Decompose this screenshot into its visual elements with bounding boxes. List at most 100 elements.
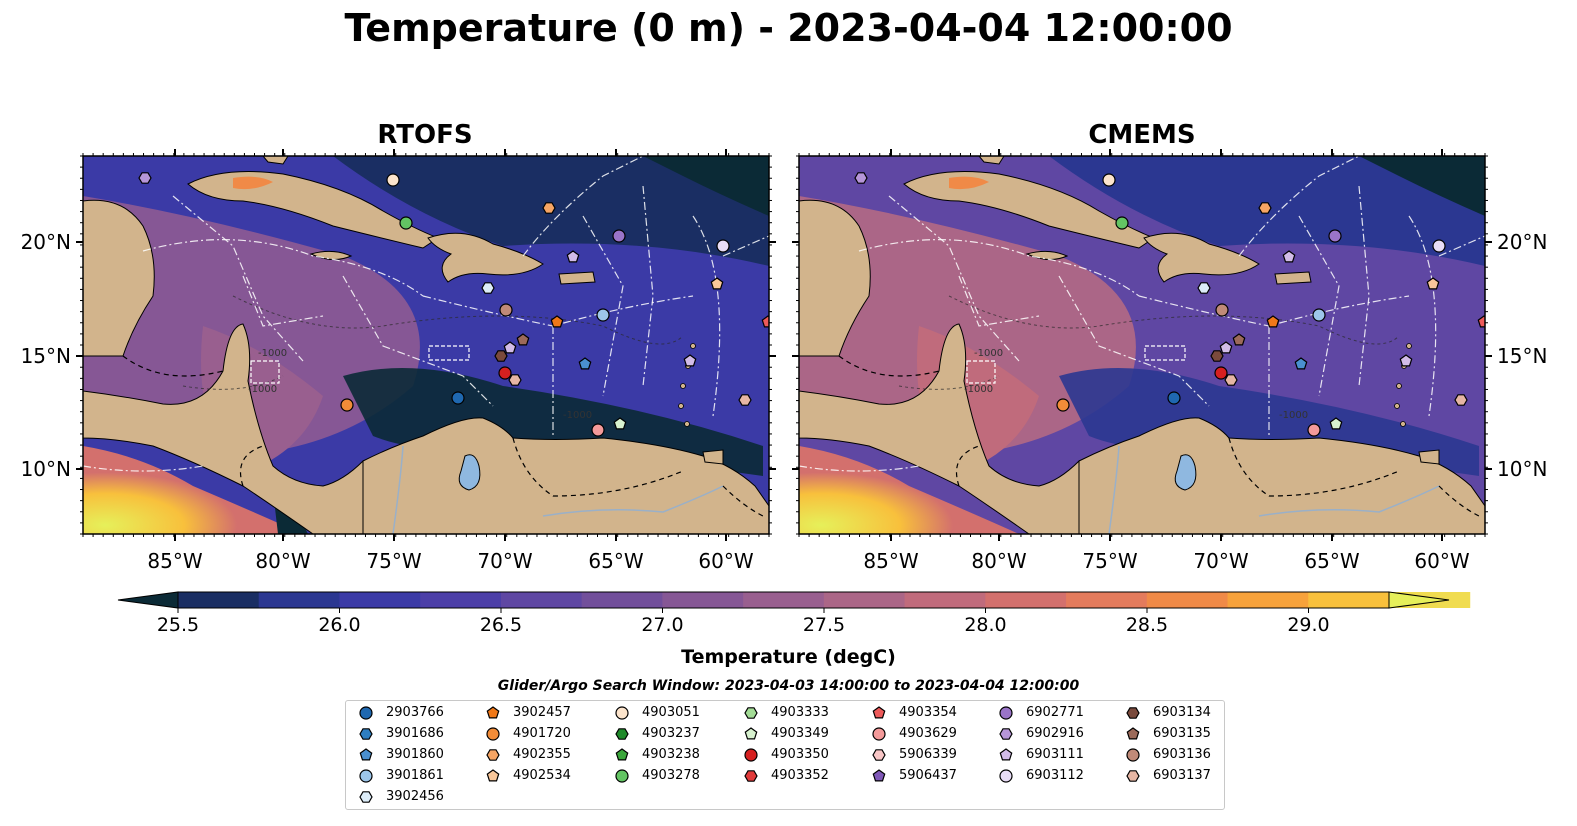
float-marker: [138, 172, 152, 184]
pentagon-marker-icon: [744, 727, 758, 740]
land-lesser-antilles: [680, 383, 686, 389]
land-hispaniola: [1143, 232, 1260, 283]
panel-title-rtofs: RTOFS: [377, 120, 473, 150]
land-lesser-antilles: [678, 403, 684, 409]
colorbar-tick-label: 25.5: [157, 614, 199, 636]
legend-item-label: 6903112: [1026, 768, 1084, 783]
float-marker: [498, 366, 512, 380]
legend-marker: [744, 770, 758, 782]
circle-marker-icon: [615, 706, 629, 720]
lon-tick-label: 60°W: [1414, 549, 1469, 573]
land-lesser-antilles: [684, 421, 690, 427]
bathymetry-contour: [182, 375, 284, 390]
legend-item-label: 4903333: [771, 705, 829, 720]
colorbar-segment: [743, 592, 825, 608]
lake-maracaibo: [1174, 454, 1197, 491]
legend-marker: [1126, 727, 1140, 740]
legend-item-label: 2903766: [386, 705, 444, 720]
legend-item-label: 4903238: [642, 747, 700, 762]
float-marker: [1307, 423, 1321, 437]
float-marker: [516, 333, 530, 346]
land-puerto-rico: [558, 271, 596, 285]
eez-boundary: [142, 239, 424, 297]
legend-marker: [744, 748, 758, 762]
lat-tick-label: 10°N: [1497, 457, 1547, 481]
legend-marker: [486, 706, 500, 719]
legend-marker: [872, 727, 886, 741]
pentagon-marker-icon: [999, 748, 1013, 761]
lat-tick-label: 15°N: [1497, 344, 1547, 368]
land-lesser-antilles: [690, 343, 696, 349]
pacific-warm-water: [83, 446, 303, 534]
legend-item-label: 3901686: [386, 726, 444, 741]
float-marker: [566, 250, 580, 263]
contour-label: -1000: [258, 348, 287, 359]
land-central-america: [83, 323, 384, 534]
eez-boundary: [1298, 215, 1340, 397]
float-marker: [612, 229, 626, 243]
colorbar-segment: [823, 592, 906, 608]
legend-marker: [872, 749, 886, 761]
eez-boundary: [799, 465, 920, 472]
pentagon-marker-icon: [486, 769, 500, 782]
legend-marker: [359, 769, 373, 783]
float-marker: [1232, 333, 1246, 346]
legend-item-label: 4902355: [513, 747, 571, 762]
legend-item-label: 6903135: [1153, 726, 1211, 741]
float-marker: [1454, 394, 1468, 406]
lon-tick-label: 60°W: [698, 549, 753, 573]
float-marker: [761, 315, 769, 328]
eez-box: [428, 345, 470, 361]
eez-boundary: [342, 275, 494, 407]
colorbar-tick-label: 28.5: [1126, 614, 1168, 636]
country-border: [239, 445, 264, 487]
colorbar-segment: [1146, 592, 1229, 608]
land-trinidad: [1418, 449, 1440, 465]
colorbar-segment: [500, 592, 583, 608]
northeast-cold-water: [643, 156, 769, 216]
legend-item-label: 5906339: [899, 747, 957, 762]
colorbar-segment: [985, 592, 1067, 608]
legend-item-label: 3901860: [386, 747, 444, 762]
legend-marker: [615, 706, 629, 720]
cuba-warm-shelf: [233, 176, 273, 190]
lat-tick-label: 15°N: [21, 344, 71, 368]
eez-box: [1144, 345, 1186, 361]
lat-tick-label: 20°N: [21, 230, 71, 254]
legend-marker: [486, 727, 500, 741]
bathymetry-contour: [232, 295, 684, 345]
map-area: -1000 -1000 -1000: [799, 156, 1485, 534]
colorbar-segment: [339, 592, 421, 608]
eez-boundary: [958, 275, 1040, 327]
pentagon-marker-icon: [1126, 727, 1140, 740]
float-marker: [854, 172, 868, 184]
colorbar-segment: [581, 592, 663, 608]
colorbar-tick-label: 27.0: [641, 614, 683, 636]
land-lesser-antilles: [1396, 383, 1402, 389]
lon-tick-label: 75°W: [1082, 549, 1137, 573]
pentagon-marker-icon: [359, 748, 373, 761]
colorbar-segment: [420, 592, 502, 608]
colorbar-segment: [1066, 592, 1148, 608]
hexagon-marker-icon: [744, 770, 758, 782]
float-marker: [1210, 350, 1224, 362]
float-marker: [1294, 357, 1308, 370]
legend-marker: [615, 748, 629, 761]
legend-item-label: 3902457: [513, 705, 571, 720]
legend-marker: [615, 728, 629, 740]
float-marker: [494, 350, 508, 362]
land-florida: [978, 156, 1005, 165]
eez-boundary: [692, 215, 721, 417]
lon-tick-label: 70°W: [477, 549, 532, 573]
legend-marker: [999, 728, 1013, 740]
contour-label: -1000: [563, 410, 592, 421]
bathymetry-contour: [948, 295, 1400, 345]
land-lesser-antilles: [1406, 343, 1412, 349]
panel-title-cmems: CMEMS: [1088, 120, 1196, 150]
land-yucatan: [83, 199, 155, 357]
hexagon-marker-icon: [615, 728, 629, 740]
lon-tick-label: 70°W: [1193, 549, 1248, 573]
eez-boundary: [1238, 156, 1360, 257]
contour-label: -1000: [964, 384, 993, 395]
legend-marker: [359, 728, 373, 740]
